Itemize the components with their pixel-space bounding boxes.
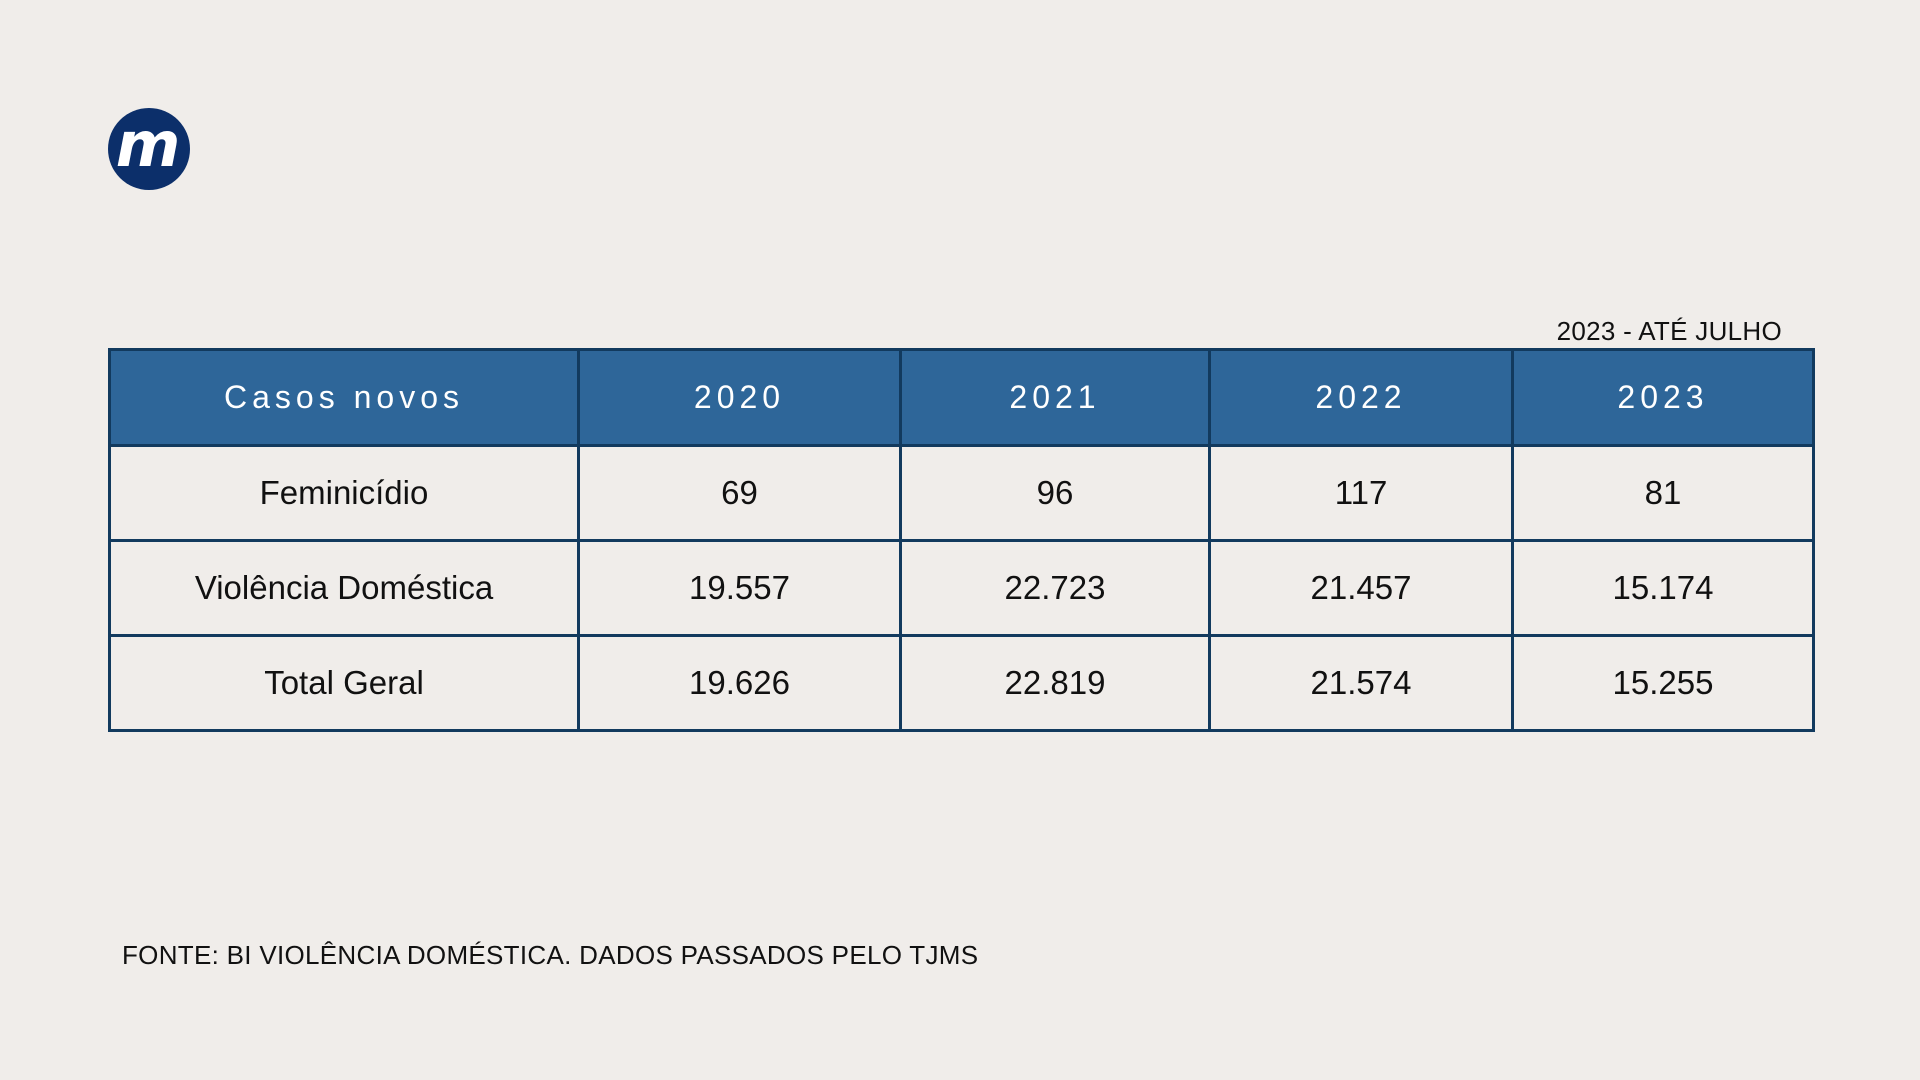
table-cell: 15.255 xyxy=(1511,634,1815,732)
row-label-feminicidio: Feminicídio xyxy=(108,444,580,542)
brand-logo: m xyxy=(108,108,190,190)
table-header-row: Casos novos 2020 2021 2022 2023 xyxy=(108,348,1815,447)
source-footer: FONTE: BI VIOLÊNCIA DOMÉSTICA. DADOS PAS… xyxy=(122,940,979,970)
header-year-2021: 2021 xyxy=(899,348,1211,447)
table-cell: 96 xyxy=(899,444,1211,542)
row-label-violencia-domestica: Violência Doméstica xyxy=(108,539,580,637)
row-label-total-geral: Total Geral xyxy=(108,634,580,732)
table-row: Feminicídio 69 96 117 81 xyxy=(108,444,1815,542)
table-row: Violência Doméstica 19.557 22.723 21.457… xyxy=(108,539,1815,637)
table-cell: 21.574 xyxy=(1208,634,1514,732)
table-cell: 22.723 xyxy=(899,539,1211,637)
cases-table: Casos novos 2020 2021 2022 2023 Feminicí… xyxy=(108,348,1815,732)
header-year-2022: 2022 xyxy=(1208,348,1514,447)
header-year-2020: 2020 xyxy=(577,348,902,447)
table-cell: 19.557 xyxy=(577,539,902,637)
table-cell: 22.819 xyxy=(899,634,1211,732)
table-cell: 117 xyxy=(1208,444,1514,542)
period-note: 2023 - ATÉ JULHO xyxy=(1556,316,1782,346)
table-cell: 81 xyxy=(1511,444,1815,542)
table-cell: 15.174 xyxy=(1511,539,1815,637)
header-year-2023: 2023 xyxy=(1511,348,1815,447)
table-row: Total Geral 19.626 22.819 21.574 15.255 xyxy=(108,634,1815,732)
table-cell: 69 xyxy=(577,444,902,542)
table-cell: 21.457 xyxy=(1208,539,1514,637)
logo-letter: m xyxy=(115,108,181,181)
table-cell: 19.626 xyxy=(577,634,902,732)
header-casos-novos: Casos novos xyxy=(108,348,580,447)
